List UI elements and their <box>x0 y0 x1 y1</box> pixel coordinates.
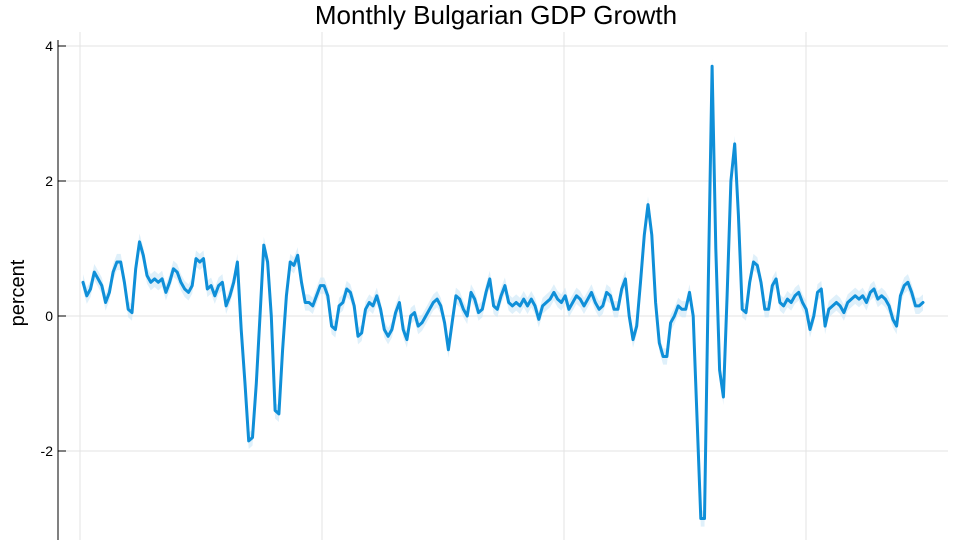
y-tick-label: 4 <box>45 38 53 54</box>
y-tick-label: 0 <box>45 308 53 324</box>
y-tick-label: -2 <box>41 443 54 459</box>
y-axis-label: percent <box>7 259 29 326</box>
grid-lines <box>58 32 948 540</box>
chart-title: Monthly Bulgarian GDP Growth <box>315 0 677 30</box>
y-axis: -2 0 2 4 <box>41 38 66 540</box>
y-tick-label: 2 <box>45 173 53 189</box>
gdp-growth-series-line <box>81 64 925 520</box>
series-line-layer <box>81 64 925 520</box>
